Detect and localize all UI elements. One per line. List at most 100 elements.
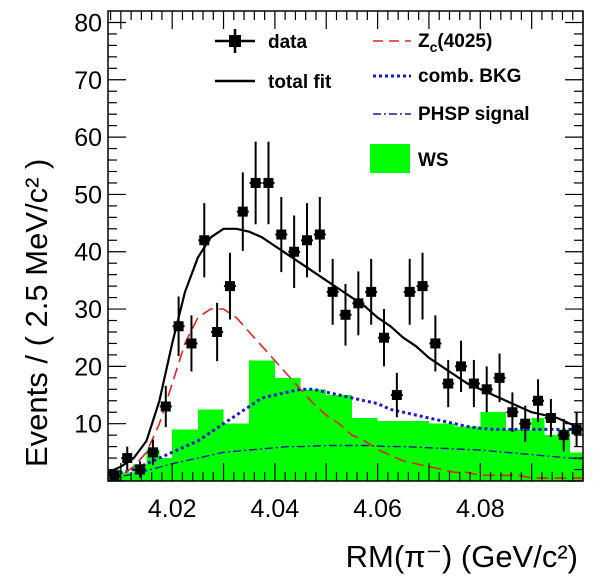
data-point-marker [160,401,171,412]
data-point-marker [571,424,582,435]
legend-label-zc-tail: (4025) [437,31,492,52]
data-point [506,392,519,433]
data-point-marker [507,407,518,418]
data-point-marker [109,470,120,481]
ws-bar [274,377,301,481]
data-point-marker [289,246,300,257]
data-point-marker [404,286,415,297]
legend-label-zc-name: Z [418,31,430,52]
data-point [172,296,185,357]
legend-label-data: data [268,32,308,53]
data-point [146,439,159,466]
data-point [121,446,134,470]
data-point [570,412,583,447]
data-point-marker [558,430,569,441]
data-point-marker [327,286,338,297]
legend-label-ws: WS [418,150,449,171]
ws-bar [120,472,134,481]
phsp-signal-curve [107,444,584,479]
y-tick-label: 20 [74,353,102,381]
x-tick-label: 4.04 [251,495,300,523]
x-tick-label: 4.06 [353,495,402,523]
data-point [416,252,429,320]
ws-bar [544,435,558,481]
x-tick-label: 4.08 [456,495,505,523]
data-point [236,172,249,251]
legend-item-phsp: PHSP signal [373,104,530,125]
data-point [544,398,557,437]
data-point-marker [417,281,428,292]
data-point [442,359,455,408]
data-point [313,196,326,273]
data-point-marker [237,206,248,217]
ws-bar [146,449,160,481]
data-point-marker [186,338,197,349]
data-point [198,203,211,278]
data-point [493,353,506,403]
data-point [365,258,378,325]
data-point-marker [122,453,133,464]
ws-bar [403,420,429,481]
y-tick-label: 80 [74,9,102,37]
data-point [403,258,416,325]
data-point [211,302,224,362]
data-point-marker [250,177,261,188]
plot-area [107,141,584,481]
ws-bar [223,423,250,481]
plot-frame [107,10,584,482]
ws-bar [480,412,506,481]
y-tick-label: 30 [74,296,102,324]
legend: data total fit Zc(4025) comb. BKG PHSP s… [215,29,530,173]
data-point-marker [340,309,351,320]
data-point [339,283,352,346]
comb-bkg-curve [107,387,583,477]
data-point [134,461,147,478]
data-point-marker [263,177,274,188]
y-tick-label: 40 [74,239,102,267]
data-point [300,203,313,278]
legend-label-phsp: PHSP signal [418,104,530,125]
data-point-marker [224,281,235,292]
ws-bar [428,423,455,481]
ws-bar [159,458,173,481]
x-axis-title: RM(π⁻) (GeV/c²) [346,539,578,574]
y-tick-label: 70 [74,67,102,95]
ws-bar [570,452,583,481]
data-point-marker [366,286,377,297]
data-point [390,372,403,418]
data-point-marker [494,372,505,383]
legend-item-ws: WS [370,144,449,173]
x-tick-label: 4.02 [148,495,197,523]
ws-bar [172,429,198,481]
ws-bar [351,417,378,481]
data-point-marker [468,378,479,389]
ws-bar [249,360,275,481]
legend-label-total-fit: total fit [268,72,332,93]
ws-bar [326,395,352,481]
data-point [288,215,301,288]
y-axis-title: Events / ( 2.5 MeV/c² ) [19,159,54,467]
ws-bar [197,409,224,481]
data-point-marker [147,447,158,458]
legend-item-zc: Zc(4025) [373,31,492,55]
data-point [378,309,391,367]
data-point-marker [481,384,492,395]
data-point [352,271,365,336]
data-point-marker [135,464,146,475]
data-point-marker [173,321,184,332]
data-point-marker [533,395,544,406]
data-point [429,315,442,372]
y-tick-label: 50 [74,181,102,209]
legend-item-data: data [215,29,308,53]
ws-bar [505,429,532,481]
data-point [467,359,480,408]
legend-label-zc: Zc(4025) [418,31,492,55]
legend-label-zc-sub: c [430,39,438,55]
data-point-marker [545,412,556,423]
data-point-marker [430,338,441,349]
data-point-marker [301,235,312,246]
data-point-marker [443,378,454,389]
data-point-marker [520,418,531,429]
legend-label-comb: comb. BKG [418,66,521,87]
